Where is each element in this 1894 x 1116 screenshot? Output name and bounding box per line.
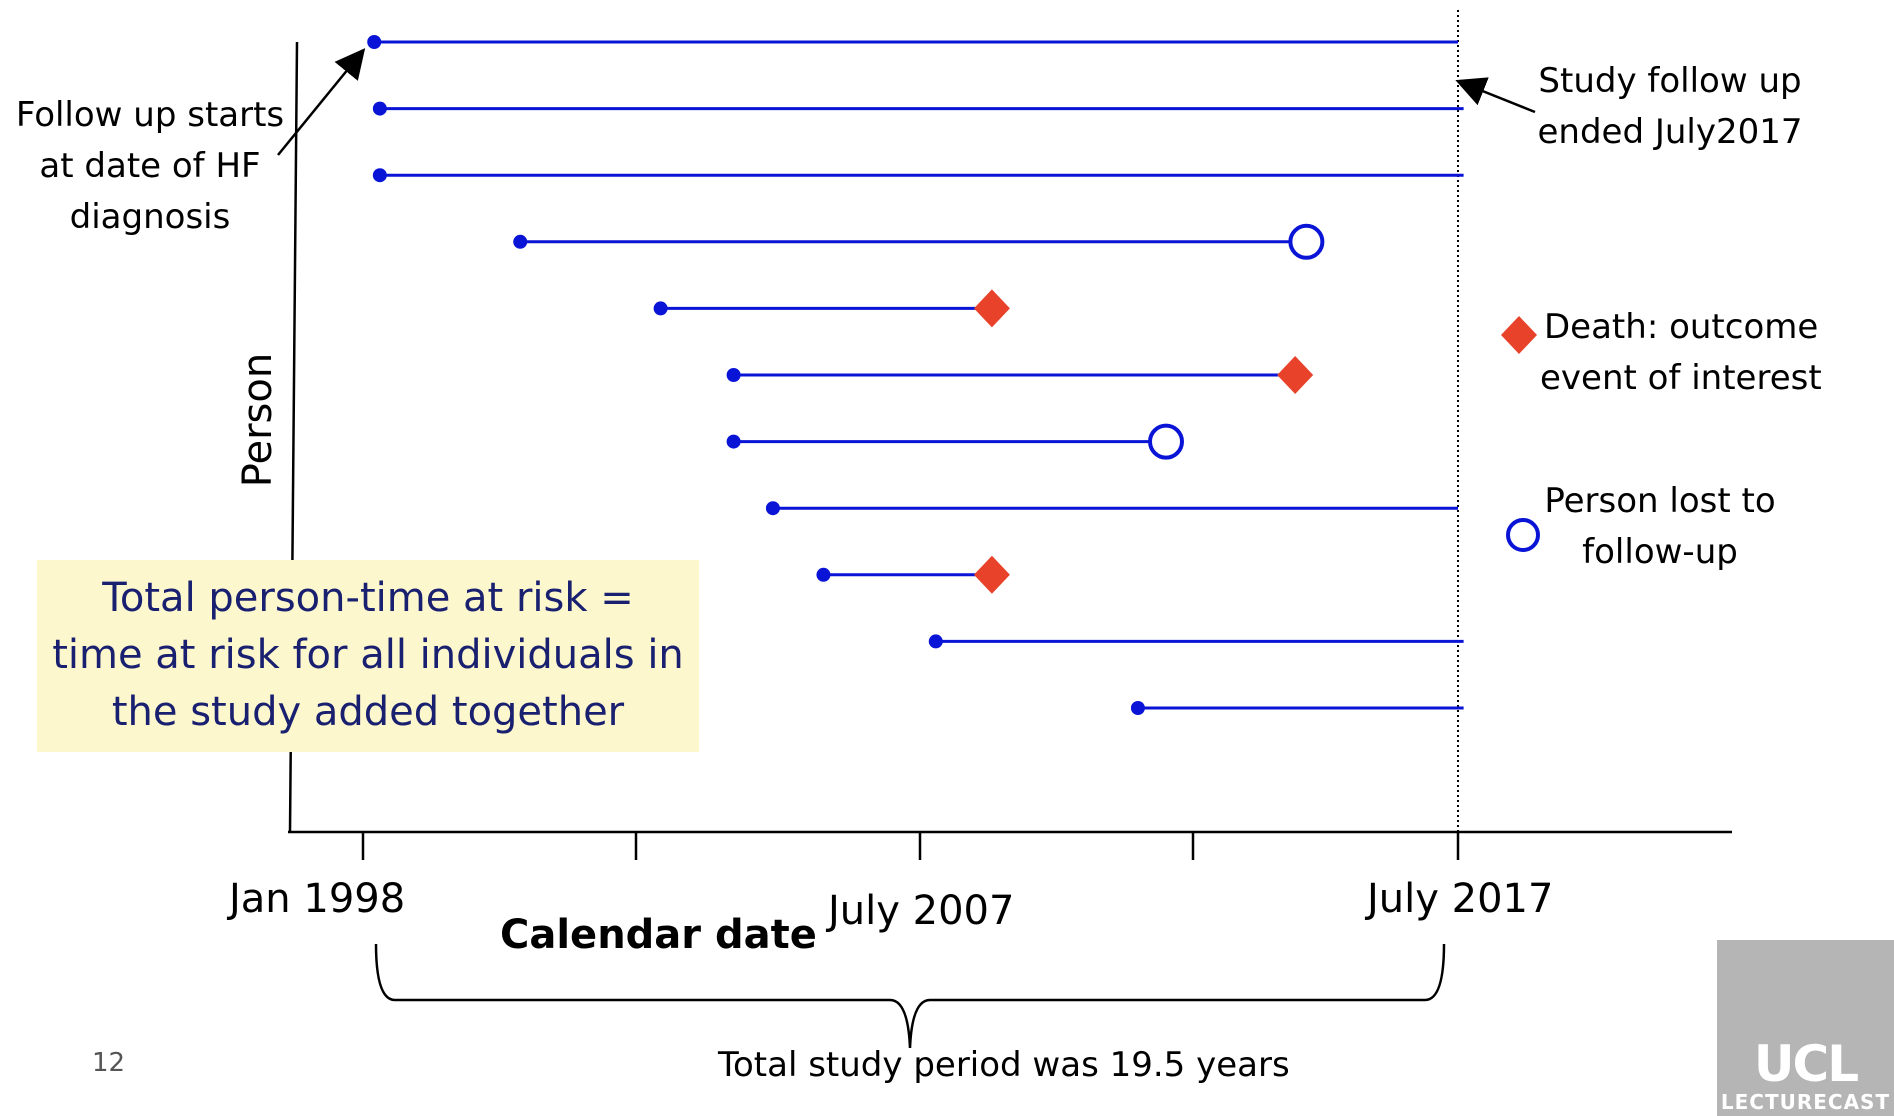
person-time-note: Total person-time at risk = time at risk… <box>37 560 699 752</box>
lost-legend-label: Person lost to follow-up <box>1510 476 1810 578</box>
follow-up-start-line-2: at date of HF <box>39 146 261 186</box>
follow-up-start-dot <box>765 501 780 516</box>
lost-legend-line-1: Person lost to <box>1544 481 1776 521</box>
x-tick-label-july-2017: July 2017 <box>1367 876 1554 922</box>
study-period-brace <box>374 943 1446 1049</box>
note-line-1: Total person-time at risk = <box>102 575 634 621</box>
follow-up-start-dot <box>726 434 741 449</box>
person-8-follow-up <box>765 501 1458 516</box>
x-axis-tick-marks <box>361 832 1460 860</box>
page-number: 12 <box>92 1048 126 1078</box>
ucl-logo-text: UCL <box>1753 1035 1859 1093</box>
death-legend-line-1: Death: outcome <box>1544 307 1819 347</box>
lost-to-follow-up-marker-icon <box>1148 423 1184 460</box>
study-period-label: Total study period was 19.5 years <box>718 1045 1290 1085</box>
follow-up-start-dot <box>816 567 831 582</box>
note-line-3: the study added together <box>111 689 625 735</box>
study-end-annotation: Study follow up ended July2017 <box>1520 56 1820 158</box>
death-marker-icon <box>973 289 1010 328</box>
x-tick-label-jan-1998: Jan 1998 <box>229 876 406 922</box>
study-end-line-1: Study follow up <box>1538 61 1802 101</box>
x-tick-label-july-2007: July 2007 <box>828 888 1015 934</box>
follow-up-start-dot <box>372 168 387 183</box>
person-5-follow-up <box>653 289 1010 328</box>
ucl-logo-subtext: LECTURECAST <box>1720 1090 1891 1114</box>
y-axis-label: Person <box>235 352 281 488</box>
person-9-follow-up <box>816 555 1010 594</box>
follow-up-lines <box>367 35 1464 715</box>
lost-legend-circle-icon <box>1506 518 1540 552</box>
follow-up-start-annotation: Follow up starts at date of HF diagnosis <box>0 90 300 243</box>
ucl-lecturecast-logo: UCL LECTURECAST <box>1717 940 1894 1116</box>
study-end-line-2: ended July2017 <box>1537 112 1803 152</box>
follow-up-start-dot <box>372 101 387 116</box>
person-4-follow-up <box>513 223 1325 260</box>
follow-up-start-dot <box>1130 701 1145 715</box>
death-legend-line-2: event of interest <box>1540 358 1822 398</box>
person-11-follow-up <box>1130 701 1464 715</box>
lost-legend-line-2: follow-up <box>1582 532 1738 572</box>
follow-up-start-dot <box>653 301 668 316</box>
person-7-follow-up <box>726 423 1184 460</box>
lost-to-follow-up-marker-icon <box>1288 223 1325 260</box>
person-3-follow-up <box>372 168 1464 183</box>
study-end-arrow <box>1455 77 1536 114</box>
death-marker-icon <box>973 555 1010 594</box>
follow-up-start-line-1: Follow up starts <box>15 95 285 135</box>
follow-up-start-dot <box>513 234 528 249</box>
death-legend-diamond-icon <box>1501 316 1537 354</box>
person-6-follow-up <box>726 356 1314 394</box>
note-line-2: time at risk for all individuals in <box>52 632 684 678</box>
follow-up-start-arrow <box>277 48 366 156</box>
follow-up-start-dot <box>928 634 943 649</box>
person-1-follow-up <box>367 35 1458 49</box>
death-legend-label: Death: outcome event of interest <box>1540 302 1890 404</box>
person-2-follow-up <box>372 101 1464 116</box>
follow-up-start-line-3: diagnosis <box>69 197 231 237</box>
death-marker-icon <box>1277 356 1314 394</box>
follow-up-start-dot <box>367 35 382 49</box>
x-axis-label: Calendar date <box>500 912 817 958</box>
person-10-follow-up <box>928 634 1464 649</box>
follow-up-start-dot <box>726 368 741 382</box>
